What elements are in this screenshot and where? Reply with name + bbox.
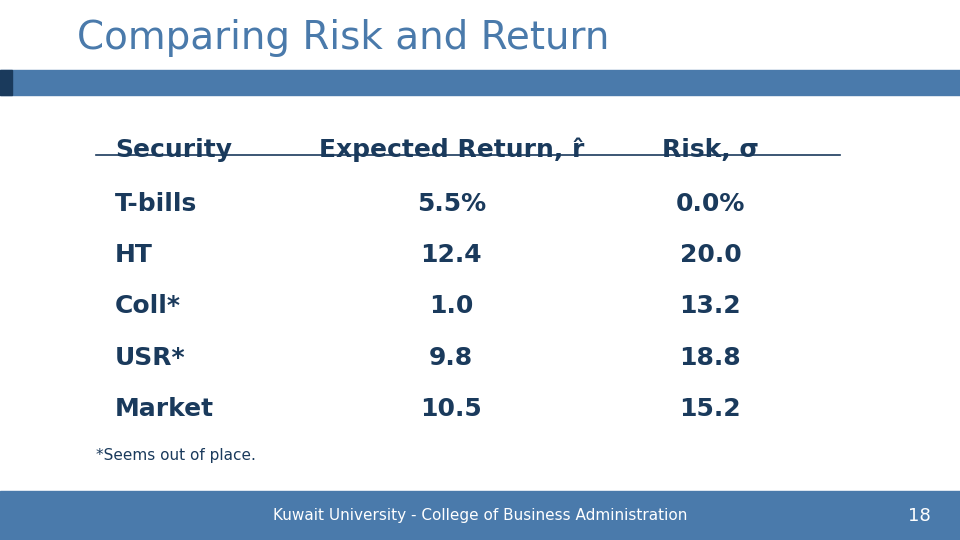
Text: 12.4: 12.4 xyxy=(420,243,482,267)
Text: 18.8: 18.8 xyxy=(680,346,741,369)
Text: 0.0%: 0.0% xyxy=(676,192,745,215)
Text: 1.0: 1.0 xyxy=(429,294,473,318)
Bar xyxy=(0,70,12,94)
Bar xyxy=(0,70,960,94)
Text: T-bills: T-bills xyxy=(115,192,198,215)
Text: 20.0: 20.0 xyxy=(680,243,741,267)
Text: USR*: USR* xyxy=(115,346,186,369)
Text: Coll*: Coll* xyxy=(115,294,181,318)
Text: Expected Return, r̂: Expected Return, r̂ xyxy=(319,138,584,162)
Text: 5.5%: 5.5% xyxy=(417,192,486,215)
Text: Risk, σ: Risk, σ xyxy=(662,138,758,161)
Text: Market: Market xyxy=(115,397,214,421)
Text: 13.2: 13.2 xyxy=(680,294,741,318)
Text: Security: Security xyxy=(115,138,232,161)
Bar xyxy=(0,491,960,540)
Text: Comparing Risk and Return: Comparing Risk and Return xyxy=(77,19,610,57)
Text: Kuwait University - College of Business Administration: Kuwait University - College of Business … xyxy=(273,508,687,523)
Text: 18: 18 xyxy=(908,507,931,525)
Text: 10.5: 10.5 xyxy=(420,397,482,421)
Text: 15.2: 15.2 xyxy=(680,397,741,421)
Text: *Seems out of place.: *Seems out of place. xyxy=(96,448,256,463)
Text: 9.8: 9.8 xyxy=(429,346,473,369)
Text: HT: HT xyxy=(115,243,153,267)
